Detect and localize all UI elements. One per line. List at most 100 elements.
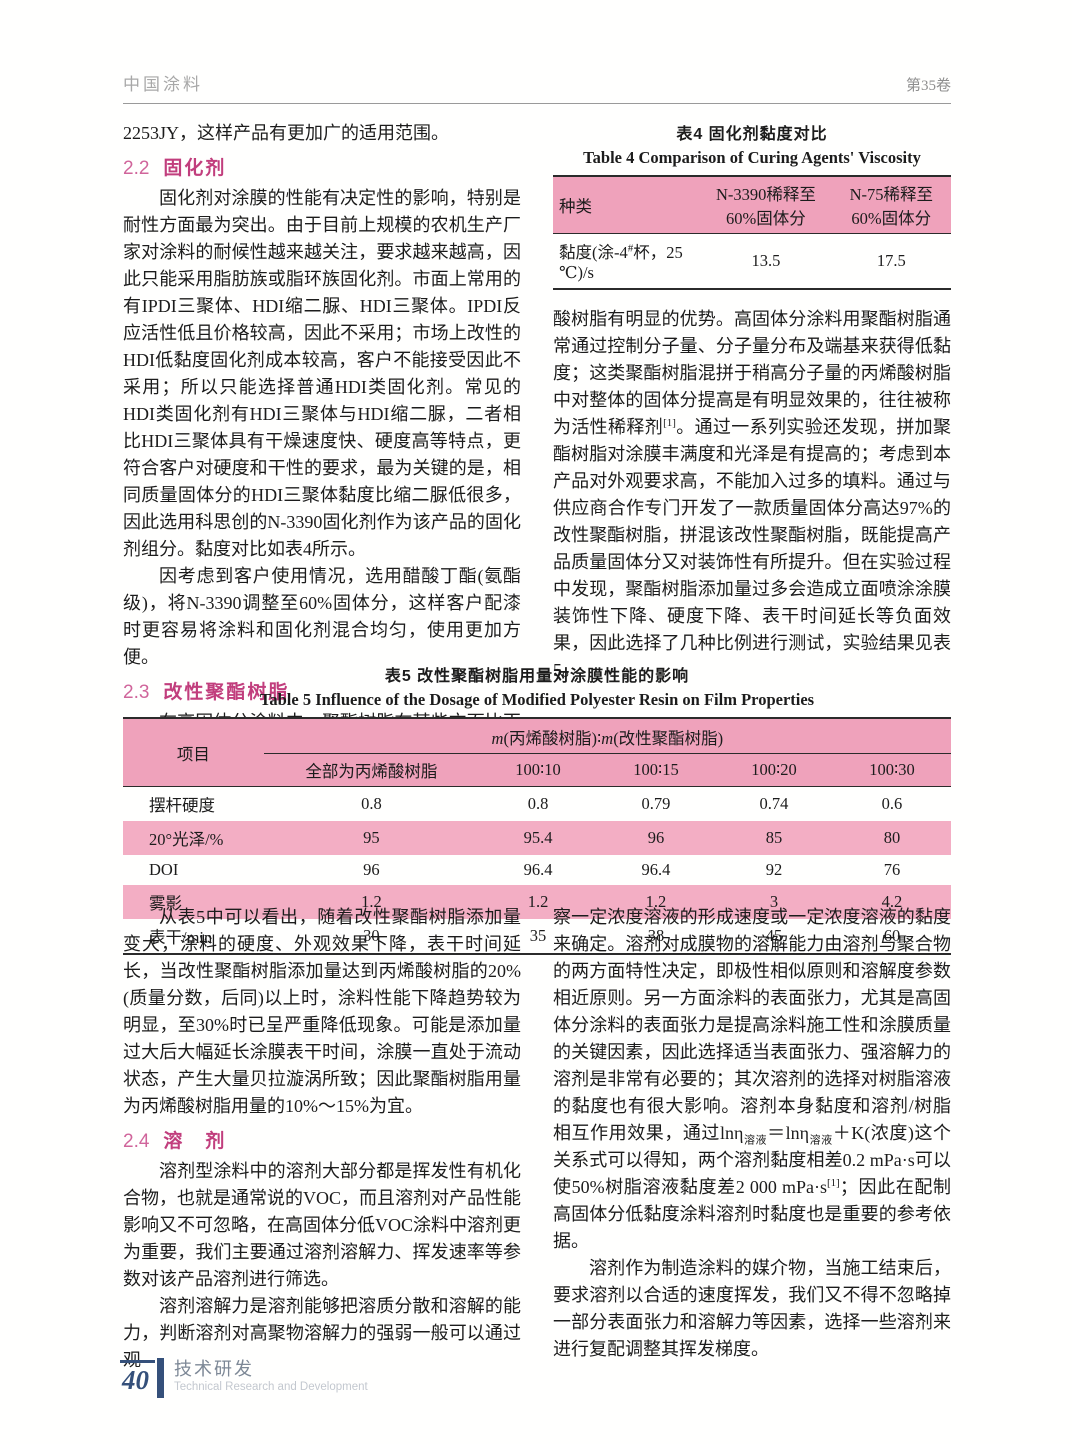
row-label: 摆杆硬度 xyxy=(149,796,215,815)
table5-col-100-15: 100∶15 xyxy=(597,753,715,787)
footer-section-zh: 技术研发 xyxy=(174,1359,254,1379)
footer-section-en: Technical Research and Development xyxy=(174,1381,368,1393)
table-row: DOI 96 96.4 96.4 92 76 xyxy=(123,855,951,885)
cell: 1.2 xyxy=(479,885,597,919)
right-column-top: 表4 固化剂黏度对比 Table 4 Comparison of Curing … xyxy=(553,120,951,763)
volume-label: 第35卷 xyxy=(905,78,951,94)
table5: 项目 m(丙烯酸树脂)∶m(改性聚酯树脂) 全部为丙烯酸树脂 100∶10 10… xyxy=(123,717,951,955)
section-title: 溶 剂 xyxy=(163,1131,227,1152)
cell: 92 xyxy=(765,860,783,879)
cell: 1.2 xyxy=(597,885,715,919)
table5-col-100-10: 100∶10 xyxy=(479,753,597,787)
row-label: 雾影 xyxy=(123,885,264,919)
section-title: 改性聚酯树脂 xyxy=(163,682,290,703)
cell: 1.2 xyxy=(263,885,480,919)
paragraph-text: 。通过一系列实验还发现，拼加聚酯树脂对涂膜丰满度和光泽是有提高的；考虑到本产品对… xyxy=(553,417,952,680)
section-number: 2.4 xyxy=(123,1131,150,1152)
span-header-text: (丙烯酸树脂)∶ xyxy=(503,729,602,748)
paragraph: 溶剂溶解力是溶剂能够把溶质分散和溶解的能力，判断溶剂对高聚物溶解力的强弱一般可以… xyxy=(123,1296,521,1370)
table5-header-row-2: 全部为丙烯酸树脂 100∶10 100∶15 100∶20 100∶30 xyxy=(123,753,951,787)
italic-m: m xyxy=(491,729,504,748)
table5-col-100-30: 100∶30 xyxy=(832,753,951,787)
cell: 96.4 xyxy=(523,860,553,879)
cell: 60 xyxy=(883,926,901,945)
page-footer: 40 技术研发 Technical Research and Developme… xyxy=(120,1358,368,1398)
table4-value-n3390: 13.5 xyxy=(751,251,781,270)
cell: 95.4 xyxy=(479,821,597,855)
row-label: 表干/min xyxy=(149,928,213,947)
table4: 种类 N-3390稀释至60%固体分 N-75稀释至60%固体分 黏度(涂-4#… xyxy=(553,175,951,290)
citation-superscript: [1] xyxy=(663,417,676,429)
cell: 0.8 xyxy=(527,794,549,813)
paragraph: 因考虑到客户使用情况，选用醋酸丁酯(氨酯级)，将N-3390调整至60%固体分，… xyxy=(123,566,521,667)
cell: 85 xyxy=(714,821,833,855)
table-row: 20°光泽/% 95 95.4 96 85 80 xyxy=(123,821,951,855)
table5-col-100-20: 100∶20 xyxy=(714,753,833,787)
cell: 96 xyxy=(597,821,715,855)
cell: 96.4 xyxy=(641,860,671,879)
paragraph: 溶剂作为制造涂料的媒介物，当施工结束后，要求溶剂以合适的速度挥发，我们又不得不忽… xyxy=(553,1258,951,1359)
page-number: 40 xyxy=(122,1365,149,1395)
paragraph-text: ；因此在配制高固体分低黏度涂料溶剂时黏度也是重要的参考依据。 xyxy=(553,1177,952,1251)
span-header-text: (改性聚酯树脂) xyxy=(613,729,724,748)
table4-caption-en: Table 4 Comparison of Curing Agents' Vis… xyxy=(583,148,921,167)
paragraph-text: 察一定浓度溶液的形成速度或一定浓度溶液的黏度来确定。溶剂对成膜物的溶解能力由溶剂… xyxy=(553,907,951,1143)
table4-col-n3390: N-3390稀释至60%固体分 xyxy=(700,176,832,234)
table-row: 雾影 1.2 1.2 1.2 3 4.2 xyxy=(123,885,951,919)
intro-paragraph: 2253JY，这样产品有更加广的适用范围。 xyxy=(123,123,450,143)
section-heading-2-2: 2.2 固化剂 xyxy=(123,153,521,180)
row-label-text: 杯，25 ℃)/s xyxy=(559,243,683,282)
section-heading-2-4: 2.4 溶 剂 xyxy=(123,1126,521,1153)
paragraph-text: ＋K(浓度)这个关系式可以得知，两个溶剂黏度相差0.2 mPa·s可以使50%树… xyxy=(553,1123,952,1197)
footer-divider-bar xyxy=(157,1358,164,1398)
section-number: 2.2 xyxy=(123,158,150,179)
section-title: 固化剂 xyxy=(163,158,227,179)
table4-header-row: 种类 N-3390稀释至60%固体分 N-75稀释至60%固体分 xyxy=(553,176,951,234)
cell: 0.8 xyxy=(361,794,382,813)
cell: 76 xyxy=(883,860,901,879)
paragraph: 察一定浓度溶液的形成速度或一定浓度溶液的黏度来确定。溶剂对成膜物的溶解能力由溶剂… xyxy=(553,904,951,1255)
table-row: 摆杆硬度 0.8 0.8 0.79 0.74 0.6 xyxy=(123,787,951,822)
cell: 3 xyxy=(714,885,833,919)
row-label: DOI xyxy=(149,860,179,879)
table5-col-all-acrylic: 全部为丙烯酸树脂 xyxy=(263,753,480,787)
table5-caption-en: Table 5 Influence of the Dosage of Modif… xyxy=(259,690,815,709)
italic-m: m xyxy=(601,729,614,748)
table5-header-row-1: 项目 m(丙烯酸树脂)∶m(改性聚酯树脂) xyxy=(123,718,951,787)
citation-superscript: [1] xyxy=(827,1177,840,1189)
cell: 95 xyxy=(263,821,480,855)
row-label: 20°光泽/% xyxy=(123,821,264,855)
table4-row-label: 黏度(涂-4#杯，25 ℃)/s xyxy=(553,234,700,290)
section-number: 2.3 xyxy=(123,682,150,703)
paragraph: 溶剂型涂料中的溶剂大部分都是挥发性有机化合物，也就是通常说的VOC，而且溶剂对产… xyxy=(123,1161,522,1289)
footer-section: 技术研发 Technical Research and Development xyxy=(174,1358,368,1395)
table4-col-n75: N-75稀释至60%固体分 xyxy=(831,176,951,234)
paragraph-text: ＝lnη xyxy=(767,1123,810,1143)
journal-name: 中国涂料 xyxy=(123,75,203,94)
paragraph: 固化剂对涂膜的性能有决定性的影响，特别是耐性方面最为突出。由于目前上规模的农机生… xyxy=(123,188,521,559)
cell: 0.79 xyxy=(641,794,671,813)
row-label-sup: # xyxy=(627,242,634,255)
cell: 45 xyxy=(765,926,783,945)
table5-span-header: m(丙烯酸树脂)∶m(改性聚酯树脂) xyxy=(263,718,951,754)
paragraph: 从表5中可以看出，随着改性聚酯树脂添加量变大，涂料的硬度、外观效果下降，表干时间… xyxy=(123,907,521,1116)
cell: 30 xyxy=(363,926,380,945)
table4-value-n75: 17.5 xyxy=(876,251,906,270)
table5-col-item: 项目 xyxy=(123,718,264,787)
right-column-bottom: 察一定浓度溶液的形成速度或一定浓度溶液的黏度来确定。溶剂对成膜物的溶解能力由溶剂… xyxy=(553,904,951,1374)
table5-caption-zh: 表5 改性聚酯树脂用量对涂膜性能的影响 xyxy=(384,668,690,685)
table4-data-row: 黏度(涂-4#杯，25 ℃)/s 13.5 17.5 xyxy=(553,234,951,290)
table4-caption-zh: 表4 固化剂黏度对比 xyxy=(676,126,828,143)
table4-col-kind: 种类 xyxy=(553,176,701,234)
cell: 4.2 xyxy=(832,885,951,919)
paragraph: 酸树脂有明显的优势。高固体分涂料用聚酯树脂通常通过控制分子量、分子量分布及端基来… xyxy=(553,306,951,684)
cell: 80 xyxy=(832,821,951,855)
bottom-section: 从表5中可以看出，随着改性聚酯树脂添加量变大，涂料的硬度、外观效果下降，表干时间… xyxy=(123,904,951,1374)
cell: 35 xyxy=(529,926,547,945)
cell: 0.74 xyxy=(759,794,789,813)
left-column-bottom: 从表5中可以看出，随着改性聚酯树脂添加量变大，涂料的硬度、外观效果下降，表干时间… xyxy=(123,904,521,1374)
row-label-text: 黏度(涂-4 xyxy=(559,243,628,262)
section-heading-2-3: 2.3 改性聚酯树脂 xyxy=(123,677,521,704)
paragraph-text: 酸树脂有明显的优势。高固体分涂料用聚酯树脂通常通过控制分子量、分子量分布及端基来… xyxy=(553,309,951,437)
cell: 38 xyxy=(647,926,665,945)
